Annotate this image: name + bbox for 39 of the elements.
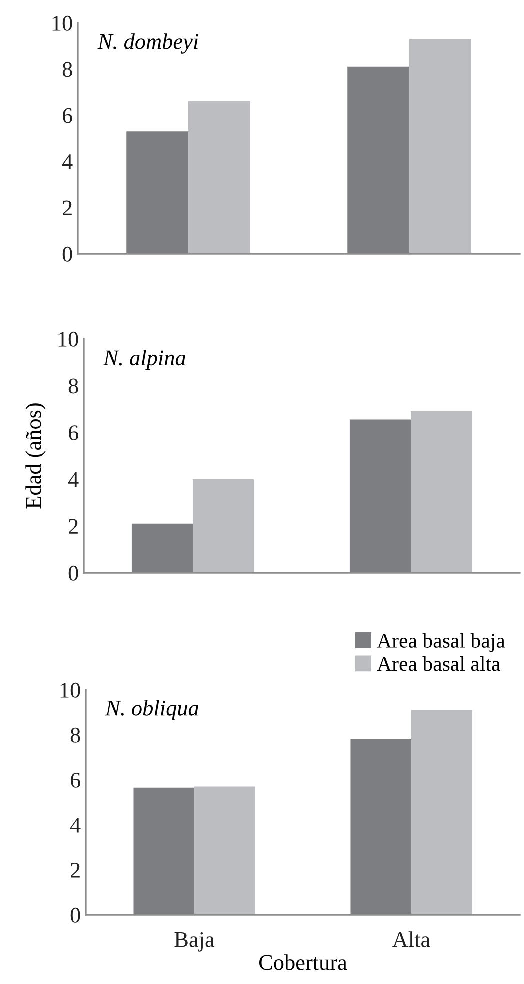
- bar: [350, 420, 411, 573]
- y-axis-title: Edad (años): [26, 404, 46, 509]
- bar: [412, 710, 472, 915]
- bar: [348, 66, 410, 254]
- annotation: N. alpina: [103, 350, 186, 370]
- y-tick-label: 6: [68, 426, 78, 441]
- y-tick-label: 10: [58, 332, 78, 347]
- legend-label: Area basal alta: [377, 656, 500, 672]
- y-tick-label: 4: [68, 472, 79, 488]
- x-tick-label: Alta: [392, 932, 430, 948]
- bar: [194, 786, 256, 915]
- y-tick-label: 6: [62, 108, 72, 124]
- legend-label: Area basal baja: [377, 633, 506, 652]
- y-tick-label: 0: [62, 246, 72, 262]
- bar: [126, 132, 188, 254]
- y-tick-label: 4: [70, 818, 81, 833]
- bar: [134, 788, 194, 915]
- bar: [188, 102, 250, 254]
- y-tick-label: 10: [52, 16, 72, 31]
- annotation: N. obliqua: [105, 700, 199, 720]
- bar: [410, 39, 472, 254]
- y-tick-label: 0: [70, 908, 80, 923]
- y-tick-label: 2: [71, 862, 80, 878]
- y-tick-label: 8: [70, 728, 80, 743]
- y-tick-label: 0: [68, 566, 78, 581]
- y-tick-label: 8: [68, 378, 78, 394]
- x-axis-title: Cobertura: [259, 954, 348, 970]
- annotation: N. dombeyi: [98, 34, 198, 54]
- bar: [193, 479, 254, 573]
- y-tick-label: 6: [70, 772, 80, 788]
- bar: [350, 740, 412, 915]
- y-tick-label: 8: [62, 62, 72, 78]
- y-tick-label: 4: [62, 154, 73, 170]
- y-tick-label: 2: [63, 200, 72, 216]
- y-tick-label: 2: [69, 519, 78, 534]
- bar: [411, 412, 472, 573]
- y-tick-label: 10: [60, 682, 80, 698]
- x-tick-label: Baja: [174, 932, 215, 952]
- bar: [132, 524, 193, 573]
